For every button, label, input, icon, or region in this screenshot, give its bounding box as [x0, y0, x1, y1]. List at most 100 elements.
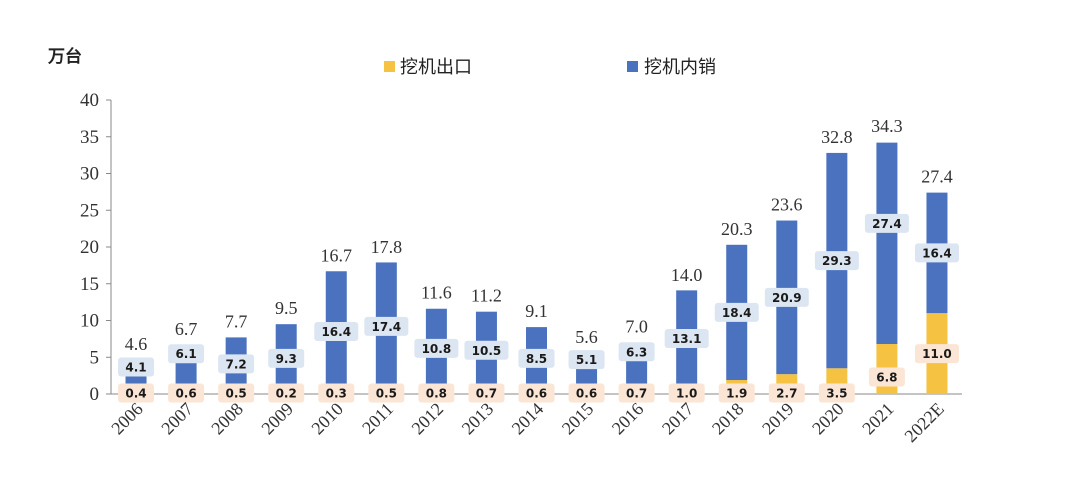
- data-label-domestic: 6.3: [626, 345, 647, 359]
- y-tick-label: 30: [80, 164, 99, 185]
- data-label-export: 0.2: [276, 387, 297, 401]
- data-label-domestic-bg: [168, 344, 205, 364]
- data-label-export-bg: [568, 383, 605, 403]
- data-label-domestic-bg: [518, 348, 555, 368]
- data-label-export-bg: [168, 383, 205, 403]
- x-tick-label: 2011: [358, 399, 397, 438]
- data-label-export-bg: [518, 383, 555, 403]
- data-label-export: 6.8: [876, 371, 897, 385]
- total-label: 9.5: [275, 298, 298, 318]
- total-label: 7.7: [225, 311, 248, 331]
- data-label-domestic: 4.1: [125, 360, 146, 374]
- total-label: 34.3: [871, 116, 903, 136]
- data-label-export: 0.7: [476, 387, 497, 401]
- data-label-domestic-bg: [664, 329, 709, 349]
- data-label-export-bg: [218, 383, 255, 403]
- data-label-domestic-bg: [618, 342, 655, 362]
- data-label-export: 2.7: [776, 387, 797, 401]
- bar-group: 9.1 8.5 0.6: [518, 301, 555, 403]
- total-label: 7.0: [625, 317, 648, 337]
- total-label: 16.7: [321, 245, 353, 265]
- x-tick-label: 2010: [307, 399, 347, 439]
- data-label-export-bg: [418, 383, 455, 403]
- data-label-export-bg: [368, 383, 405, 403]
- data-label-domestic: 20.9: [772, 291, 802, 305]
- data-label-domestic-bg: [268, 348, 305, 368]
- data-label-domestic: 10.8: [422, 342, 452, 356]
- data-label-domestic-bg: [414, 338, 459, 358]
- data-label-export: 1.0: [676, 387, 697, 401]
- total-label: 27.4: [921, 167, 953, 187]
- data-label-domestic: 13.1: [672, 332, 702, 346]
- data-label-domestic: 8.5: [526, 352, 547, 366]
- bar-group: 27.4 16.4 11.0: [914, 167, 959, 394]
- data-label-domestic-bg: [314, 322, 359, 342]
- total-label: 20.3: [721, 219, 753, 239]
- y-tick-label: 35: [80, 127, 99, 148]
- data-label-domestic: 5.1: [576, 353, 597, 367]
- x-ticks: 2006 2007 2008 2009 2010 2011 2012 2013 2014 2015…: [107, 399, 948, 446]
- data-label-export-bg: [718, 383, 755, 403]
- y-tick-label: 20: [80, 237, 99, 258]
- data-label-domestic-bg: [118, 357, 155, 377]
- data-label-domestic-bg: [218, 354, 255, 374]
- bar-group: 32.8 29.3 3.5: [814, 127, 859, 403]
- bar-group: 7.0 6.3 0.7: [618, 317, 655, 403]
- total-label: 6.7: [175, 319, 198, 339]
- data-label-domestic: 29.3: [822, 254, 852, 268]
- data-label-export-bg: [914, 344, 959, 364]
- data-label-export: 0.6: [526, 387, 547, 401]
- bar-group: 34.3 27.4 6.8: [864, 116, 909, 394]
- y-tick-label: 0: [90, 384, 100, 405]
- bar-group: 23.6 20.9 2.7: [764, 195, 809, 403]
- bar-group: 14.0 13.1 1.0: [664, 265, 709, 403]
- total-label: 11.2: [471, 286, 502, 306]
- bar-group: 4.6 4.1 0.4: [118, 334, 155, 403]
- data-label-export: 0.5: [376, 387, 397, 401]
- x-tick-label: 2007: [157, 399, 197, 439]
- data-label-export: 0.5: [226, 387, 247, 401]
- x-tick-label: 2019: [758, 399, 798, 439]
- data-label-domestic-bg: [814, 251, 859, 271]
- y-tick-label: 5: [90, 347, 100, 368]
- data-label-export-bg: [468, 383, 505, 403]
- total-label: 32.8: [821, 127, 853, 147]
- bar-group: 11.6 10.8 0.8: [414, 283, 459, 403]
- data-label-export: 0.8: [426, 387, 447, 401]
- data-label-export: 0.4: [125, 387, 146, 401]
- legend: 挖机出口 挖机内销: [384, 57, 716, 78]
- total-label: 23.6: [771, 195, 803, 215]
- bar-group: 5.6 5.1 0.6: [568, 327, 605, 403]
- data-label-export-bg: [868, 367, 905, 387]
- y-tick-label: 10: [80, 311, 99, 332]
- data-label-export-bg: [318, 383, 355, 403]
- data-label-domestic: 16.4: [321, 325, 351, 339]
- data-label-domestic: 17.4: [372, 320, 402, 334]
- legend-swatch-domestic: [627, 61, 638, 72]
- x-tick-label: 2009: [257, 399, 297, 439]
- bar-group: 6.7 6.1 0.6: [168, 319, 205, 403]
- data-label-domestic: 7.2: [226, 357, 247, 371]
- x-tick-label: 2017: [658, 399, 698, 439]
- data-label-domestic: 6.1: [175, 347, 196, 361]
- data-label-export: 3.5: [826, 387, 847, 401]
- data-label-export-bg: [268, 383, 305, 403]
- data-label-domestic: 18.4: [722, 306, 752, 320]
- x-tick-label: 2013: [458, 399, 498, 439]
- data-label-domestic-bg: [864, 213, 909, 233]
- x-tick-label: 2014: [508, 399, 548, 439]
- data-label-export: 1.9: [726, 387, 747, 401]
- legend-label-export: 挖机出口: [400, 57, 472, 78]
- data-label-domestic-bg: [764, 287, 809, 307]
- bar-group: 17.8 17.4 0.5: [364, 237, 409, 403]
- data-label-export-bg: [118, 383, 155, 403]
- data-label-domestic-bg: [464, 340, 509, 360]
- total-label: 4.6: [125, 334, 148, 354]
- data-label-export: 0.3: [326, 387, 347, 401]
- bar-group: 20.3 18.4 1.9: [714, 219, 759, 403]
- legend-swatch-export: [384, 61, 395, 72]
- y-ticks: 0 5 10 15 20 25 30 35 40: [80, 90, 111, 405]
- total-label: 9.1: [525, 301, 548, 321]
- x-tick-label: 2021: [858, 399, 898, 439]
